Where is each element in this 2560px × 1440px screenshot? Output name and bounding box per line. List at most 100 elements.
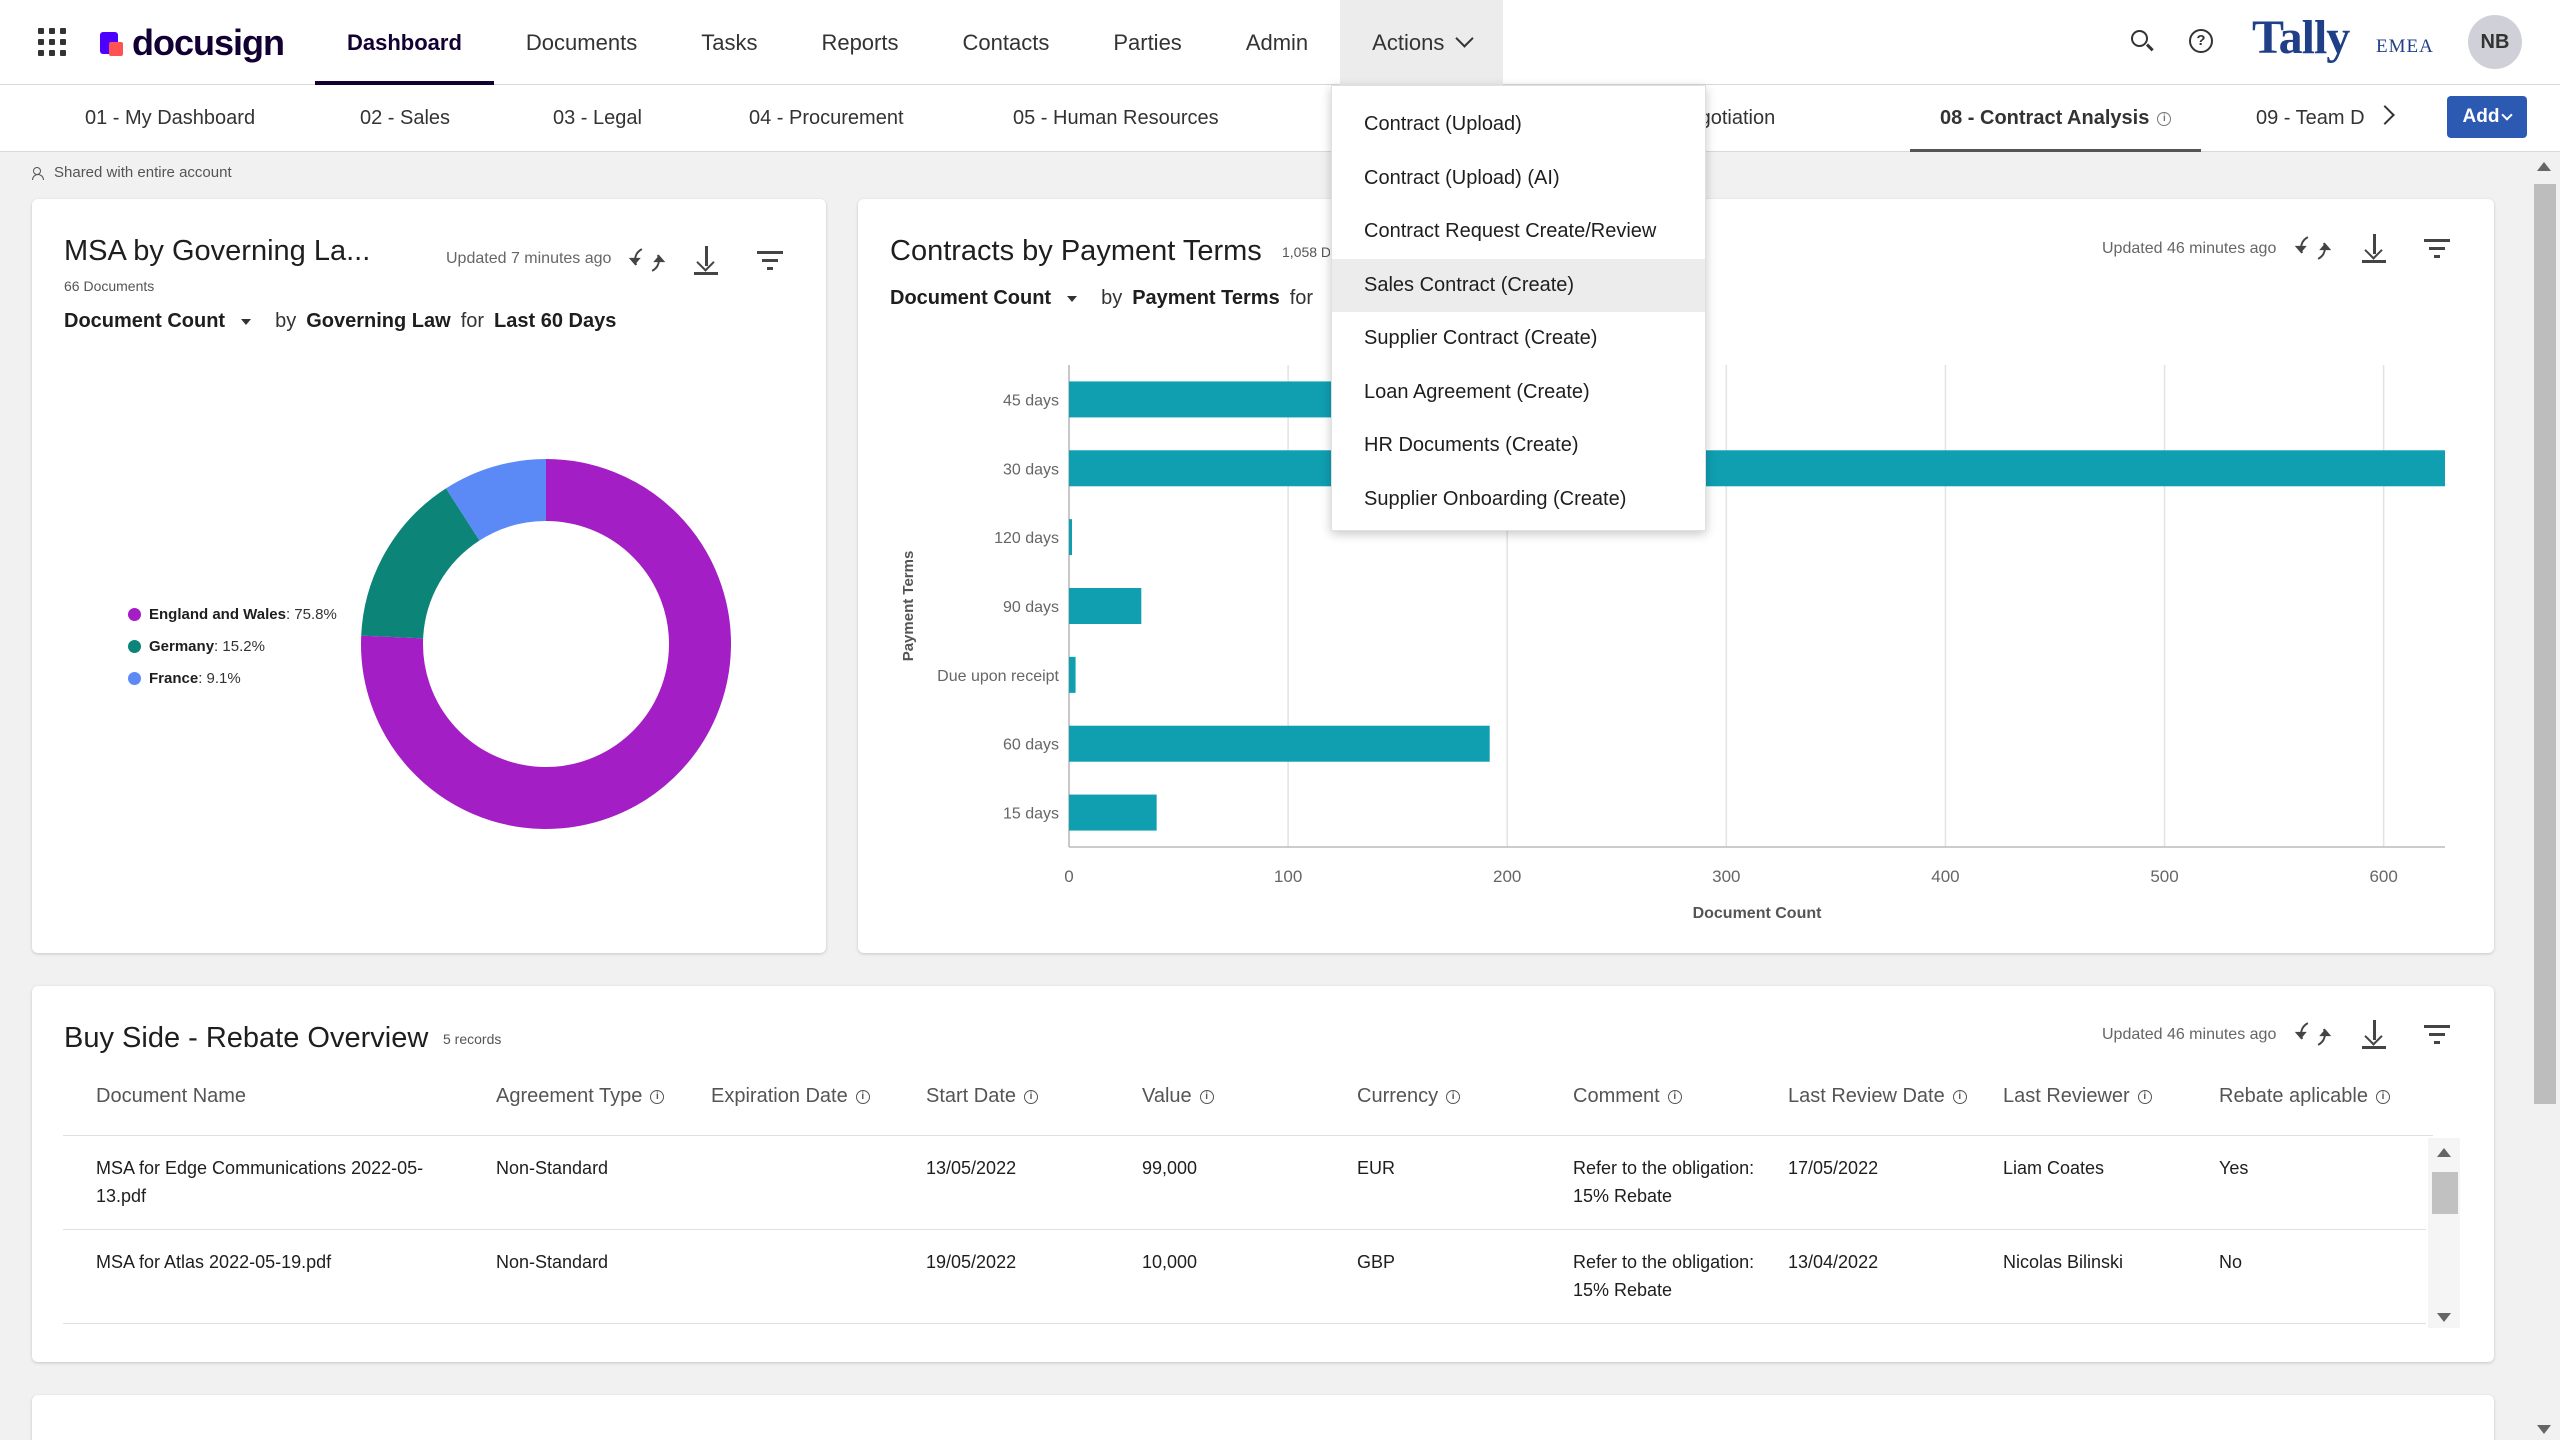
tab-documents[interactable]: Documents xyxy=(525,29,638,55)
info-icon[interactable]: i xyxy=(650,1089,665,1104)
download-icon[interactable] xyxy=(2362,1020,2386,1049)
info-icon[interactable]: i xyxy=(2137,1089,2152,1104)
legend-item[interactable]: Germany: 15.2% xyxy=(128,630,337,662)
column-header-expiration-date[interactable]: Expiration Date i xyxy=(711,1085,870,1108)
bar[interactable] xyxy=(1069,656,1076,693)
table-scrollbar[interactable] xyxy=(2428,1138,2460,1328)
tab-dashboard[interactable]: Dashboard xyxy=(315,0,494,85)
column-header-document-name[interactable]: Document Name xyxy=(96,1085,246,1108)
user-avatar[interactable]: NB xyxy=(2468,15,2522,69)
scroll-up-icon[interactable] xyxy=(2437,1148,2451,1157)
column-header-comment[interactable]: Comment i xyxy=(1573,1085,1682,1108)
scroll-down-icon[interactable] xyxy=(2437,1313,2451,1322)
donut-chart xyxy=(361,459,731,829)
download-icon[interactable] xyxy=(694,246,718,275)
cell-last-reviewer: Liam Coates xyxy=(2003,1158,2105,1178)
scroll-thumb[interactable] xyxy=(2534,184,2556,1104)
help-icon[interactable]: ? xyxy=(2189,29,2213,53)
column-header-start-date[interactable]: Start Date i xyxy=(926,1085,1039,1108)
info-icon[interactable]: i xyxy=(2376,1089,2390,1104)
subtab-procurement[interactable]: 04 - Procurement xyxy=(749,107,904,129)
info-icon[interactable]: i xyxy=(1199,1089,1214,1104)
filter-icon[interactable] xyxy=(2424,239,2450,259)
legend-item[interactable]: England and Wales: 75.8% xyxy=(128,598,337,630)
measure-select[interactable]: Document Count xyxy=(890,287,1052,309)
menu-item-supplier-onboarding[interactable]: Supplier Onboarding (Create) xyxy=(1364,487,1627,510)
next-card xyxy=(32,1395,2494,1440)
info-icon[interactable]: i xyxy=(1024,1089,1039,1104)
legend-value: : 75.8% xyxy=(285,605,337,623)
cell-document-name[interactable]: MSA for Edge Communications 2022-05-13.p… xyxy=(96,1158,424,1206)
menu-item-hr-documents[interactable]: HR Documents (Create) xyxy=(1364,434,1579,457)
dashboard-tabs: 01 - My Dashboard 02 - Sales 03 - Legal … xyxy=(0,85,2560,152)
y-tick-label: 15 days xyxy=(1003,806,1059,823)
tab-parties[interactable]: Parties xyxy=(1113,29,1182,55)
measure-select[interactable]: Document Count xyxy=(64,310,226,332)
caret-down-icon[interactable] xyxy=(1067,295,1078,302)
app-launcher-icon[interactable] xyxy=(38,28,66,56)
column-header-rebate-applicable[interactable]: Rebate aplicable i xyxy=(2219,1085,2390,1108)
docusign-logo-icon xyxy=(100,28,126,58)
info-icon[interactable]: i xyxy=(1446,1089,1461,1104)
bar[interactable] xyxy=(1069,519,1072,556)
tab-contacts[interactable]: Contacts xyxy=(962,29,1050,55)
cell-agreement-type: Non-Standard xyxy=(496,1158,609,1178)
scroll-thumb[interactable] xyxy=(2432,1172,2458,1214)
bar[interactable] xyxy=(1069,450,2445,487)
legend-item[interactable]: France: 9.1% xyxy=(128,662,337,694)
bar[interactable] xyxy=(1069,794,1157,831)
donut-slice[interactable] xyxy=(445,459,547,542)
filter-icon[interactable] xyxy=(757,251,783,271)
tab-actions[interactable]: Actions xyxy=(1340,0,1504,85)
menu-item-contract-upload-ai[interactable]: Contract (Upload) (AI) xyxy=(1364,166,1560,189)
menu-item-sales-contract[interactable]: Sales Contract (Create) xyxy=(1332,258,1705,312)
download-icon[interactable] xyxy=(2362,234,2386,263)
tab-reports[interactable]: Reports xyxy=(821,29,899,55)
info-icon[interactable]: i xyxy=(855,1089,870,1104)
info-icon[interactable]: i xyxy=(1667,1089,1682,1104)
scroll-up-icon[interactable] xyxy=(2537,162,2551,171)
column-label: Last Review Date xyxy=(1788,1085,1945,1107)
subtab-sales[interactable]: 02 - Sales xyxy=(360,107,451,129)
donut-slice[interactable] xyxy=(361,488,481,640)
subtab-human-resources[interactable]: 05 - Human Resources xyxy=(1013,107,1219,129)
column-header-value[interactable]: Value i xyxy=(1142,1085,1214,1108)
column-header-currency[interactable]: Currency i xyxy=(1357,1085,1461,1108)
x-tick-label: 0 xyxy=(1064,867,1073,886)
tab-tasks[interactable]: Tasks xyxy=(701,29,758,55)
y-axis-label: Payment Terms xyxy=(900,551,917,662)
subtab-legal[interactable]: 03 - Legal xyxy=(553,107,642,129)
tab-admin[interactable]: Admin xyxy=(1245,29,1309,55)
cell-document-name[interactable]: MSA for Atlas 2022-05-19.pdf xyxy=(96,1252,332,1272)
search-icon[interactable] xyxy=(2131,30,2154,52)
column-header-last-reviewer[interactable]: Last Reviewer i xyxy=(2003,1085,2152,1108)
dimension-select[interactable]: Governing Law xyxy=(306,310,451,332)
period-select[interactable]: Last 60 Days xyxy=(494,310,617,332)
donut-slice[interactable] xyxy=(361,459,731,829)
menu-item-contract-request[interactable]: Contract Request Create/Review xyxy=(1364,220,1657,243)
cell-value: 10,000 xyxy=(1142,1252,1198,1272)
info-icon[interactable]: i xyxy=(1952,1089,1967,1104)
menu-item-supplier-contract[interactable]: Supplier Contract (Create) xyxy=(1364,327,1598,350)
column-header-agreement-type[interactable]: Agreement Type i xyxy=(496,1085,665,1108)
filter-icon[interactable] xyxy=(2424,1025,2450,1045)
column-label: Expiration Date xyxy=(711,1085,848,1107)
dimension-select[interactable]: Payment Terms xyxy=(1132,287,1280,309)
x-axis-label: Document Count xyxy=(1693,905,1823,922)
menu-item-loan-agreement[interactable]: Loan Agreement (Create) xyxy=(1364,380,1590,403)
column-header-last-review-date[interactable]: Last Review Date i xyxy=(1788,1085,1967,1108)
y-tick-label: 45 days xyxy=(1003,392,1059,409)
bar[interactable] xyxy=(1069,588,1142,624)
scroll-down-icon[interactable] xyxy=(2537,1425,2551,1434)
docusign-logo[interactable]: docusign xyxy=(100,22,285,64)
subtab-contract-analysis[interactable]: 08 - Contract Analysis i xyxy=(1910,85,2202,152)
bar[interactable] xyxy=(1069,725,1490,762)
subtab-team[interactable]: 09 - Team D xyxy=(2256,107,2365,129)
page-scrollbar[interactable] xyxy=(2528,152,2560,1440)
menu-item-contract-upload[interactable]: Contract (Upload) xyxy=(1364,113,1522,136)
add-button[interactable]: Add xyxy=(2447,96,2527,138)
row-divider xyxy=(63,1229,2426,1230)
subtab-my-dashboard[interactable]: 01 - My Dashboard xyxy=(85,107,256,129)
caret-down-icon[interactable] xyxy=(241,318,252,325)
info-icon[interactable]: i xyxy=(2157,111,2172,126)
